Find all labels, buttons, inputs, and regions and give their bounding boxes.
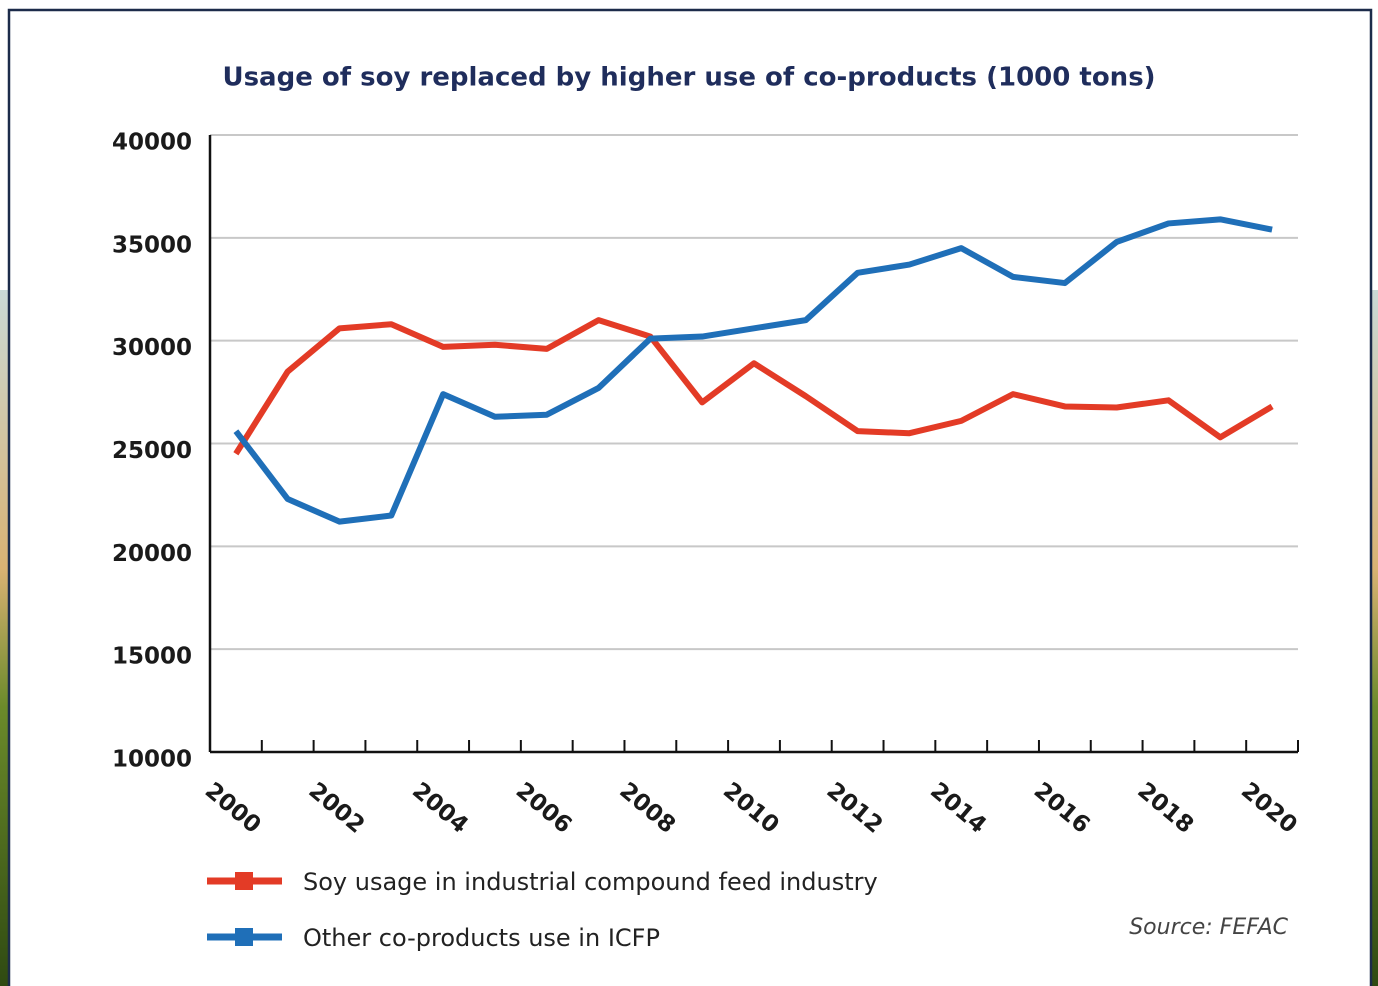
y-tick-label: 30000 — [112, 335, 192, 361]
source-note: Source: FEFAC — [1129, 915, 1288, 940]
y-tick-label: 10000 — [112, 747, 192, 773]
data-line — [233, 216, 1273, 525]
data-line — [233, 317, 1274, 456]
y-tick-label: 25000 — [112, 438, 192, 464]
chart-title: Usage of soy replaced by higher use of c… — [222, 63, 1155, 93]
y-tick-label: 35000 — [112, 232, 192, 258]
legend-marker — [235, 872, 253, 890]
legend-label: Soy usage in industrial compound feed in… — [303, 868, 878, 896]
y-tick-label: 20000 — [112, 541, 192, 567]
legend-label: Other co-products use in ICFP — [303, 924, 660, 952]
panel — [7, 8, 1373, 986]
y-tick-label: 15000 — [112, 644, 192, 670]
y-tick-label: 40000 — [112, 130, 192, 156]
legend-marker — [235, 928, 253, 946]
